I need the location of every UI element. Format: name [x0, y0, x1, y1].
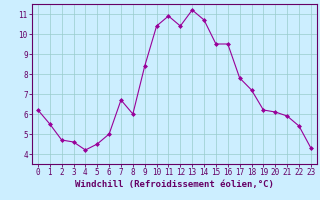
X-axis label: Windchill (Refroidissement éolien,°C): Windchill (Refroidissement éolien,°C) — [75, 180, 274, 189]
